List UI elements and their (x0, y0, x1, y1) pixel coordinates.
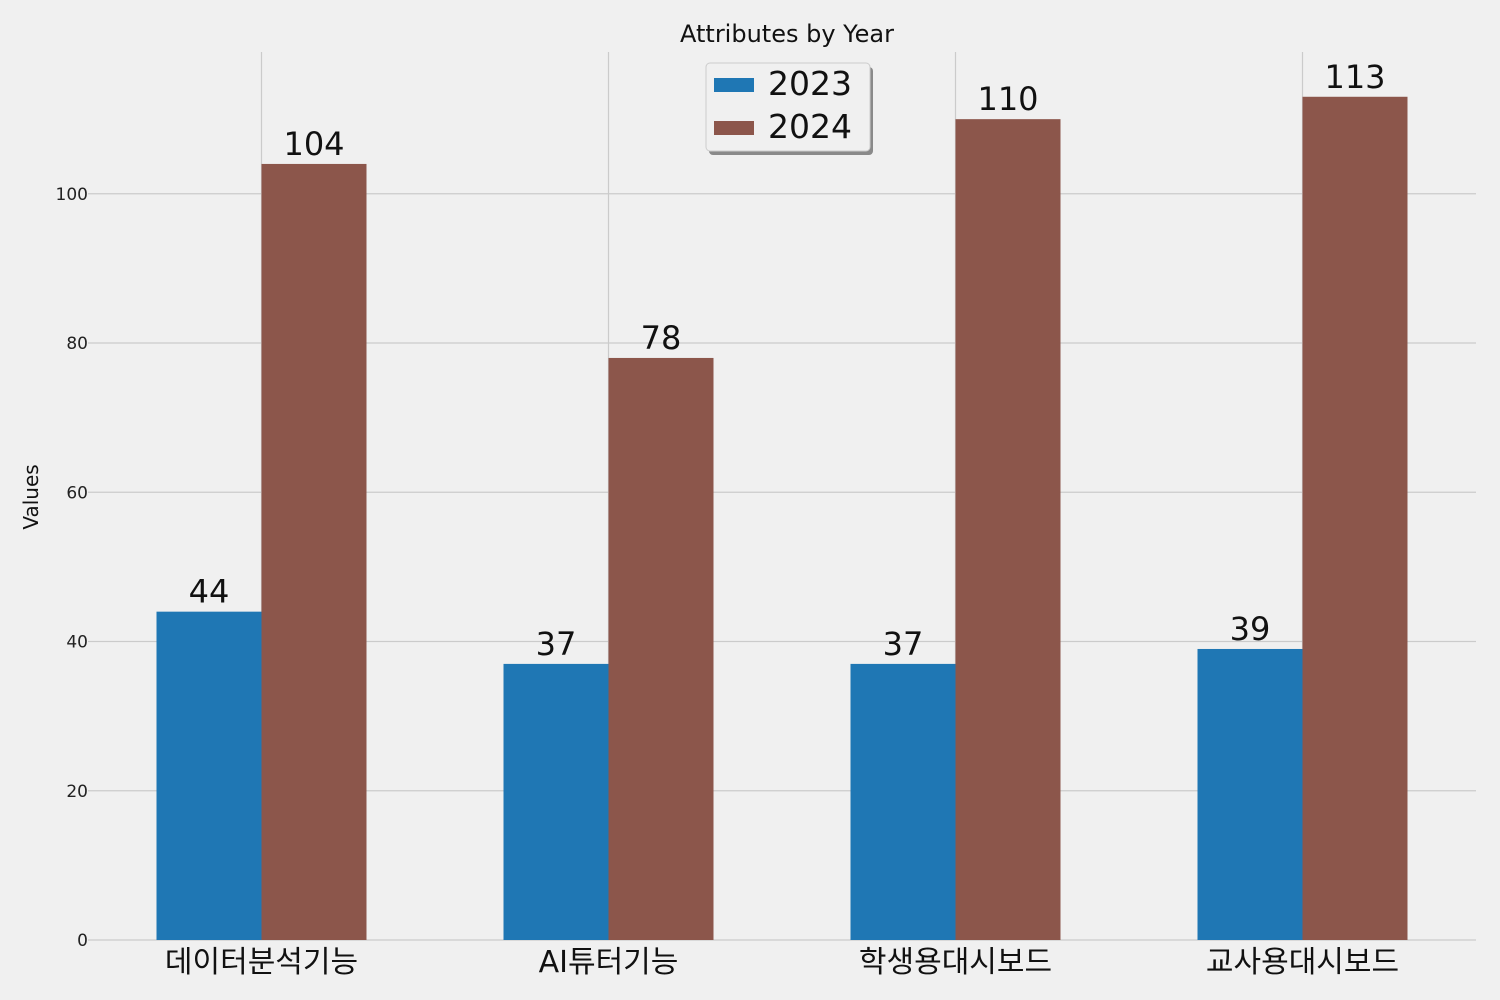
legend-swatch-2024 (714, 121, 754, 135)
y-tick-label: 40 (66, 633, 88, 653)
bar-2023-1 (503, 663, 609, 940)
x-tick-label: 학생용대시보드 (859, 945, 1052, 980)
legend-swatch-2023 (714, 78, 754, 92)
y-tick-label: 100 (56, 185, 88, 205)
bars (156, 96, 1408, 941)
legend-label: 2024 (768, 107, 852, 146)
bar-2023-3 (1197, 648, 1303, 940)
x-tick-label: 교사용대시보드 (1206, 945, 1399, 980)
bar-2024-0 (261, 163, 367, 941)
bar-2024-3 (1302, 96, 1408, 940)
value-label: 110 (977, 80, 1038, 118)
axes: 0 20 40 60 80 100 데이터분석기능 AI튜터기능 학생용대시보드 교사용대시보드 (56, 185, 1400, 980)
legend-label: 2023 (768, 64, 852, 103)
x-tick-label: 데이터분석기능 (165, 945, 358, 980)
bar-2023-0 (156, 611, 262, 940)
chart-title: Attributes by Year (680, 20, 894, 48)
bar-2024-1 (608, 357, 714, 940)
value-labels: 44 37 37 39 104 78 110 113 (189, 58, 1386, 663)
value-label: 44 (189, 573, 230, 611)
y-tick-label: 60 (66, 483, 88, 503)
value-label: 78 (641, 319, 682, 357)
y-tick-label: 80 (66, 334, 88, 354)
value-label: 39 (1230, 610, 1271, 648)
y-tick-label: 20 (66, 782, 88, 802)
value-label: 37 (883, 625, 924, 663)
y-tick-label: 0 (77, 931, 88, 951)
legend: 2023 2024 (705, 62, 873, 155)
x-tick-label: AI튜터기능 (539, 945, 679, 980)
value-label: 113 (1324, 58, 1385, 96)
value-label: 37 (536, 625, 577, 663)
bar-2024-2 (955, 119, 1061, 940)
bar-2023-2 (850, 663, 956, 940)
value-label: 104 (283, 125, 344, 163)
y-axis-label: Values (19, 464, 43, 529)
